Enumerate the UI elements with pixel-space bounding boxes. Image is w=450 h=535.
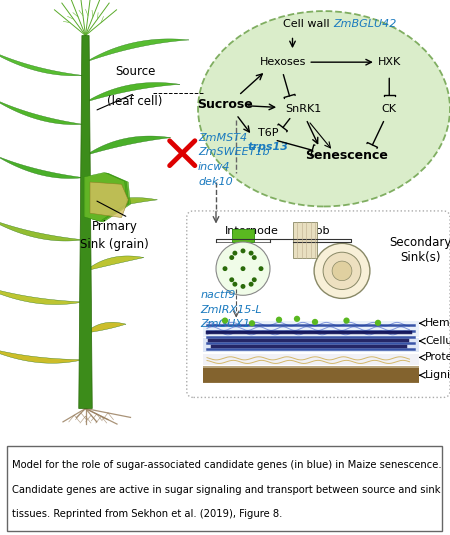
Polygon shape [86,197,158,213]
Text: Sink(s): Sink(s) [400,251,441,264]
Text: Cell wall: Cell wall [283,19,329,29]
Text: Senescence: Senescence [305,149,388,162]
Text: Lignin: Lignin [425,370,450,380]
Circle shape [375,320,381,326]
Circle shape [343,317,350,324]
Polygon shape [88,173,130,222]
Text: Sink (grain): Sink (grain) [81,238,149,250]
Polygon shape [0,49,83,76]
Text: (leaf cell): (leaf cell) [107,95,163,108]
Circle shape [259,266,264,271]
Text: SnRK1: SnRK1 [286,104,322,114]
Circle shape [312,319,318,325]
Text: dek10: dek10 [198,177,233,187]
Polygon shape [0,98,83,125]
Polygon shape [0,218,83,241]
Text: Hemicellulose: Hemicellulose [425,318,450,328]
Text: Hexoses: Hexoses [260,57,307,67]
Polygon shape [84,172,127,221]
Circle shape [233,282,238,287]
Text: Cob: Cob [309,226,330,236]
Circle shape [252,277,256,282]
Circle shape [294,316,300,322]
Polygon shape [202,338,418,351]
Text: tissues. Reprinted from Sekhon et al. (2019), Figure 8.: tissues. Reprinted from Sekhon et al. (2… [13,509,283,519]
Text: ZmMST4: ZmMST4 [198,133,247,143]
Polygon shape [79,35,92,409]
Circle shape [216,242,270,295]
FancyBboxPatch shape [187,211,450,398]
Circle shape [323,252,361,289]
Circle shape [222,266,227,271]
Polygon shape [292,222,317,257]
Polygon shape [86,322,126,333]
Circle shape [252,255,256,260]
Text: Proteins: Proteins [425,353,450,362]
Text: ZmBGLU42: ZmBGLU42 [333,19,396,29]
Text: trps13: trps13 [247,142,288,152]
Text: ZmIRX15-L: ZmIRX15-L [200,304,262,315]
Text: CK: CK [382,104,397,114]
Circle shape [248,282,254,287]
Polygon shape [90,182,128,218]
Text: Cellulose: Cellulose [425,336,450,346]
Text: Source: Source [115,65,155,78]
Polygon shape [86,173,129,221]
Polygon shape [86,136,171,155]
Circle shape [248,251,254,256]
Circle shape [314,243,370,299]
Polygon shape [202,366,418,382]
Circle shape [230,277,234,282]
Text: nactf9: nactf9 [200,291,236,300]
FancyBboxPatch shape [7,446,442,531]
Text: Secondary: Secondary [390,235,450,248]
Text: Candidate genes are active in sugar signaling and transport between source and s: Candidate genes are active in sugar sign… [13,485,441,495]
Text: incw4: incw4 [198,162,230,172]
Text: Internode: Internode [225,226,279,236]
Text: ZmGUX1: ZmGUX1 [200,319,250,328]
Circle shape [241,284,246,289]
Ellipse shape [198,11,450,207]
Circle shape [222,317,228,324]
Circle shape [233,251,238,256]
Text: Sucrose: Sucrose [197,98,253,111]
Text: Primary: Primary [92,220,138,233]
Polygon shape [232,228,254,242]
Polygon shape [202,368,418,383]
Text: HXK: HXK [378,57,401,67]
Text: Model for the role of sugar-associated candidate genes (in blue) in Maize senesc: Model for the role of sugar-associated c… [13,460,442,470]
Polygon shape [0,346,83,363]
Circle shape [249,320,255,326]
Polygon shape [86,39,189,62]
Circle shape [230,255,234,260]
Text: T6P: T6P [257,128,278,138]
Polygon shape [86,82,180,102]
Polygon shape [0,155,83,179]
Polygon shape [202,354,418,365]
Circle shape [276,317,282,323]
Polygon shape [0,284,83,304]
Circle shape [241,266,246,271]
Polygon shape [202,321,418,337]
Text: ZmSWEET1b: ZmSWEET1b [198,147,270,157]
Circle shape [332,261,352,281]
Polygon shape [86,256,144,271]
Circle shape [241,248,246,254]
